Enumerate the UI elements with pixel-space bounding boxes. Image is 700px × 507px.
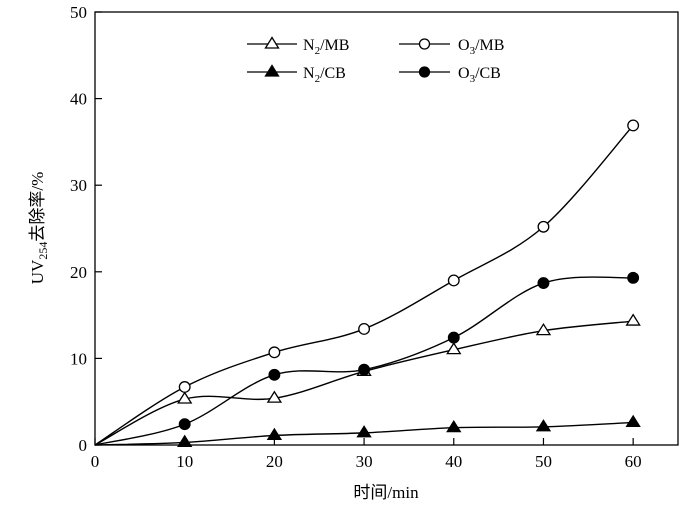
data-point-n2cb xyxy=(535,419,552,432)
x-tick-label: 30 xyxy=(356,452,373,471)
legend-marker-o3cb xyxy=(418,66,431,78)
data-point-n2cb xyxy=(266,427,283,441)
x-axis-label: 时间/min xyxy=(353,483,419,502)
data-point-n2mb xyxy=(446,342,462,355)
legend-item-n2cb: N2/CB xyxy=(247,64,346,85)
data-point-o3cb xyxy=(268,368,281,381)
data-point-o3cb xyxy=(358,363,371,376)
data-point-o3cb xyxy=(627,271,640,284)
data-point-n2cb xyxy=(446,419,462,433)
x-tick-label: 20 xyxy=(266,452,283,471)
y-axis: 0 10 20 30 40 50 xyxy=(70,3,102,455)
legend-item-o3cb: O3/CB xyxy=(399,65,501,85)
data-point-o3mb xyxy=(537,220,550,233)
series-lines xyxy=(94,124,634,446)
y-axis-label-rest: 去除率/% xyxy=(28,172,47,242)
x-axis: 0 10 20 30 40 50 60 xyxy=(91,438,642,471)
legend-item-o3mb: O3/MB xyxy=(399,37,504,57)
x-tick-label: 0 xyxy=(91,452,100,471)
y-tick-label: 10 xyxy=(70,349,87,368)
legend-label-n2cb: N2/CB xyxy=(303,65,346,85)
x-tick-label: 40 xyxy=(445,452,462,471)
x-tick-label: 10 xyxy=(176,452,193,471)
legend-label-n2mb: N2/MB xyxy=(303,37,349,57)
y-tick-label: 50 xyxy=(70,3,87,22)
y-axis-label: UV254去除率/% xyxy=(28,172,50,284)
legend: N2/MB O3/MB N2/CB O3/CB xyxy=(247,36,504,85)
legend-label-o3mb: O3/MB xyxy=(458,37,504,57)
series-markers xyxy=(177,119,641,447)
series-line-o3cb xyxy=(94,276,634,446)
data-point-n2mb xyxy=(177,391,193,404)
legend-item-n2mb: N2/MB xyxy=(247,36,349,57)
data-point-o3cb xyxy=(178,418,191,431)
y-tick-label: 20 xyxy=(70,263,87,282)
y-tick-label: 30 xyxy=(70,176,87,195)
y-tick-label: 0 xyxy=(79,436,88,455)
legend-label-o3cb: O3/CB xyxy=(458,65,501,85)
data-point-n2cb xyxy=(177,434,193,447)
legend-marker-n2cb xyxy=(264,64,280,77)
x-tick-label: 50 xyxy=(535,452,552,471)
y-axis-label-sub: 254 xyxy=(36,242,50,260)
x-tick-label: 60 xyxy=(625,452,642,471)
data-point-n2mb xyxy=(625,313,641,326)
data-point-n2cb xyxy=(356,425,372,438)
data-point-n2mb xyxy=(535,322,552,336)
data-point-o3mb xyxy=(358,323,371,335)
data-point-n2cb xyxy=(625,414,641,428)
series-line-o3mb xyxy=(94,124,634,446)
legend-marker-o3mb xyxy=(418,38,431,50)
data-point-o3mb xyxy=(268,346,281,359)
data-point-o3mb xyxy=(447,274,460,287)
y-axis-label-main: UV xyxy=(28,259,47,284)
y-tick-label: 40 xyxy=(70,90,87,109)
data-point-o3cb xyxy=(537,277,550,290)
data-point-o3mb xyxy=(627,119,640,132)
legend-marker-n2mb xyxy=(264,36,280,49)
data-point-o3mb xyxy=(178,381,191,393)
data-point-o3cb xyxy=(447,331,460,344)
data-point-n2mb xyxy=(266,390,283,403)
plot-frame xyxy=(94,11,679,446)
